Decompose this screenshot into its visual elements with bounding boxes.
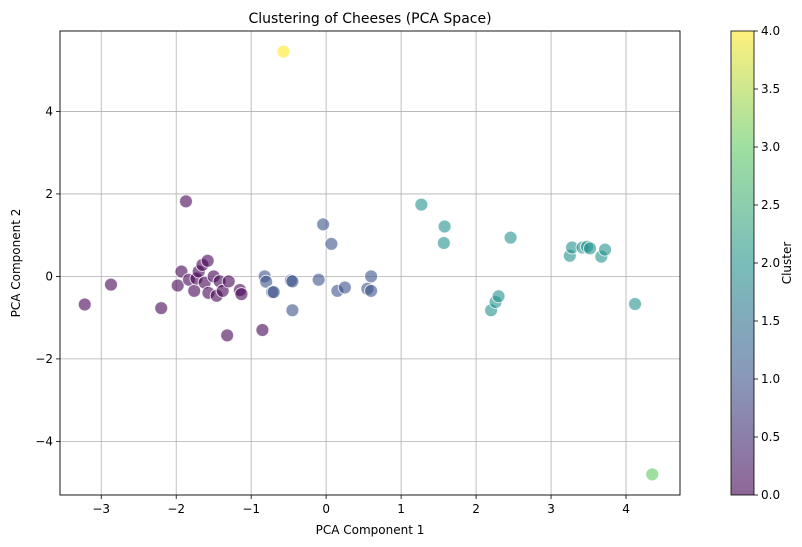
y-tick-label: −2 <box>35 352 53 366</box>
colorbar-tick-label: 2.0 <box>761 256 780 270</box>
grid <box>60 31 680 495</box>
data-point <box>364 269 379 284</box>
data-point <box>221 274 236 289</box>
x-tick-label: 2 <box>472 502 480 516</box>
y-tick-label: −4 <box>35 434 53 448</box>
y-tick-label: 0 <box>45 269 53 283</box>
data-point <box>200 253 215 268</box>
data-point <box>311 272 326 287</box>
plot-frame <box>59 30 681 496</box>
data-point <box>628 297 643 312</box>
data-point <box>285 274 300 289</box>
data-points <box>77 44 660 482</box>
data-point <box>259 274 274 289</box>
y-axis-ticks: −4 −2 0 2 4 <box>35 104 60 448</box>
data-point <box>491 289 506 304</box>
y-tick-label: 2 <box>45 187 53 201</box>
x-tick-label: 1 <box>397 502 405 516</box>
colorbar-tick-label: 1.5 <box>761 314 780 328</box>
colorbar-tick-label: 2.5 <box>761 198 780 212</box>
x-tick-label: 4 <box>622 502 630 516</box>
data-point <box>266 285 281 300</box>
y-axis-label: PCA Component 2 <box>9 209 23 318</box>
data-point <box>220 328 235 343</box>
data-point <box>170 278 185 293</box>
data-point <box>437 219 452 234</box>
data-point <box>324 236 339 251</box>
chart-title: Clustering of Cheeses (PCA Space) <box>248 11 491 27</box>
colorbar-tick-label: 3.0 <box>761 140 780 154</box>
colorbar-ticks: 0.0 0.5 1.0 1.5 2.0 2.5 3.0 3.5 4.0 <box>754 24 780 502</box>
data-point <box>234 287 249 302</box>
data-point <box>645 467 660 482</box>
x-axis-ticks: −3 −2 −1 0 1 2 3 4 <box>92 495 630 516</box>
data-point <box>285 303 300 318</box>
colorbar-tick-label: 1.0 <box>761 372 780 386</box>
data-point <box>154 301 169 316</box>
data-point <box>598 242 613 257</box>
data-point <box>77 297 92 312</box>
x-tick-label: −2 <box>167 502 185 516</box>
colorbar <box>731 31 754 495</box>
data-point <box>316 217 331 232</box>
x-tick-label: 0 <box>322 502 330 516</box>
colorbar-tick-label: 0.0 <box>761 488 780 502</box>
data-point <box>255 323 270 338</box>
colorbar-tick-label: 0.5 <box>761 430 780 444</box>
data-point <box>583 241 598 256</box>
y-tick-label: 4 <box>45 104 53 118</box>
x-tick-label: 3 <box>547 502 555 516</box>
data-point <box>337 280 352 295</box>
data-point <box>414 197 429 212</box>
colorbar-tick-label: 4.0 <box>761 24 780 38</box>
colorbar-tick-label: 3.5 <box>761 82 780 96</box>
data-point <box>178 194 193 209</box>
data-point <box>187 283 202 298</box>
x-tick-label: −3 <box>92 502 110 516</box>
data-point <box>103 277 118 292</box>
x-tick-label: −1 <box>242 502 260 516</box>
x-axis-label: PCA Component 1 <box>316 523 425 537</box>
colorbar-label: Cluster <box>780 242 794 285</box>
data-point <box>364 283 379 298</box>
data-point <box>503 230 518 245</box>
data-point <box>276 44 291 59</box>
data-point <box>436 235 451 250</box>
